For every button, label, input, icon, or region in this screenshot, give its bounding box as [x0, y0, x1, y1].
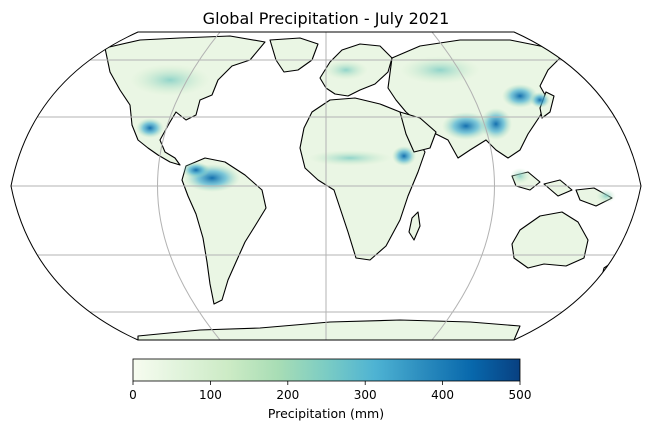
gridline-lon-60e — [431, 32, 495, 340]
land-arabia — [399, 111, 437, 153]
colorbar-tick-label: 300 — [354, 388, 377, 402]
colorbar-tick-label: 400 — [431, 388, 454, 402]
colorbar-gradient — [132, 358, 521, 382]
colorbar-ticks — [132, 381, 521, 385]
land-australia — [511, 211, 589, 269]
gridlines — [11, 32, 641, 340]
map-globe — [11, 32, 641, 340]
land-madagascar — [408, 211, 421, 241]
colorbar-tick-label: 200 — [276, 388, 299, 402]
colorbar-tick-label: 0 — [129, 388, 137, 402]
land-antarctica — [137, 319, 521, 340]
map-title: Global Precipitation - July 2021 — [203, 9, 450, 28]
colorbar: 0 100 200 300 400 500 Precipitation (mm) — [129, 358, 532, 421]
globe-outline — [10, 31, 642, 341]
colorbar-label: Precipitation (mm) — [268, 406, 384, 421]
precipitation-field — [130, 56, 616, 203]
colorbar-tick-label: 100 — [199, 388, 222, 402]
land-greenland — [269, 37, 319, 73]
land-south-america — [181, 157, 267, 305]
gridline-lon-60w — [157, 32, 221, 340]
land-africa — [299, 97, 426, 261]
colorbar-tick-label: 500 — [509, 388, 532, 402]
